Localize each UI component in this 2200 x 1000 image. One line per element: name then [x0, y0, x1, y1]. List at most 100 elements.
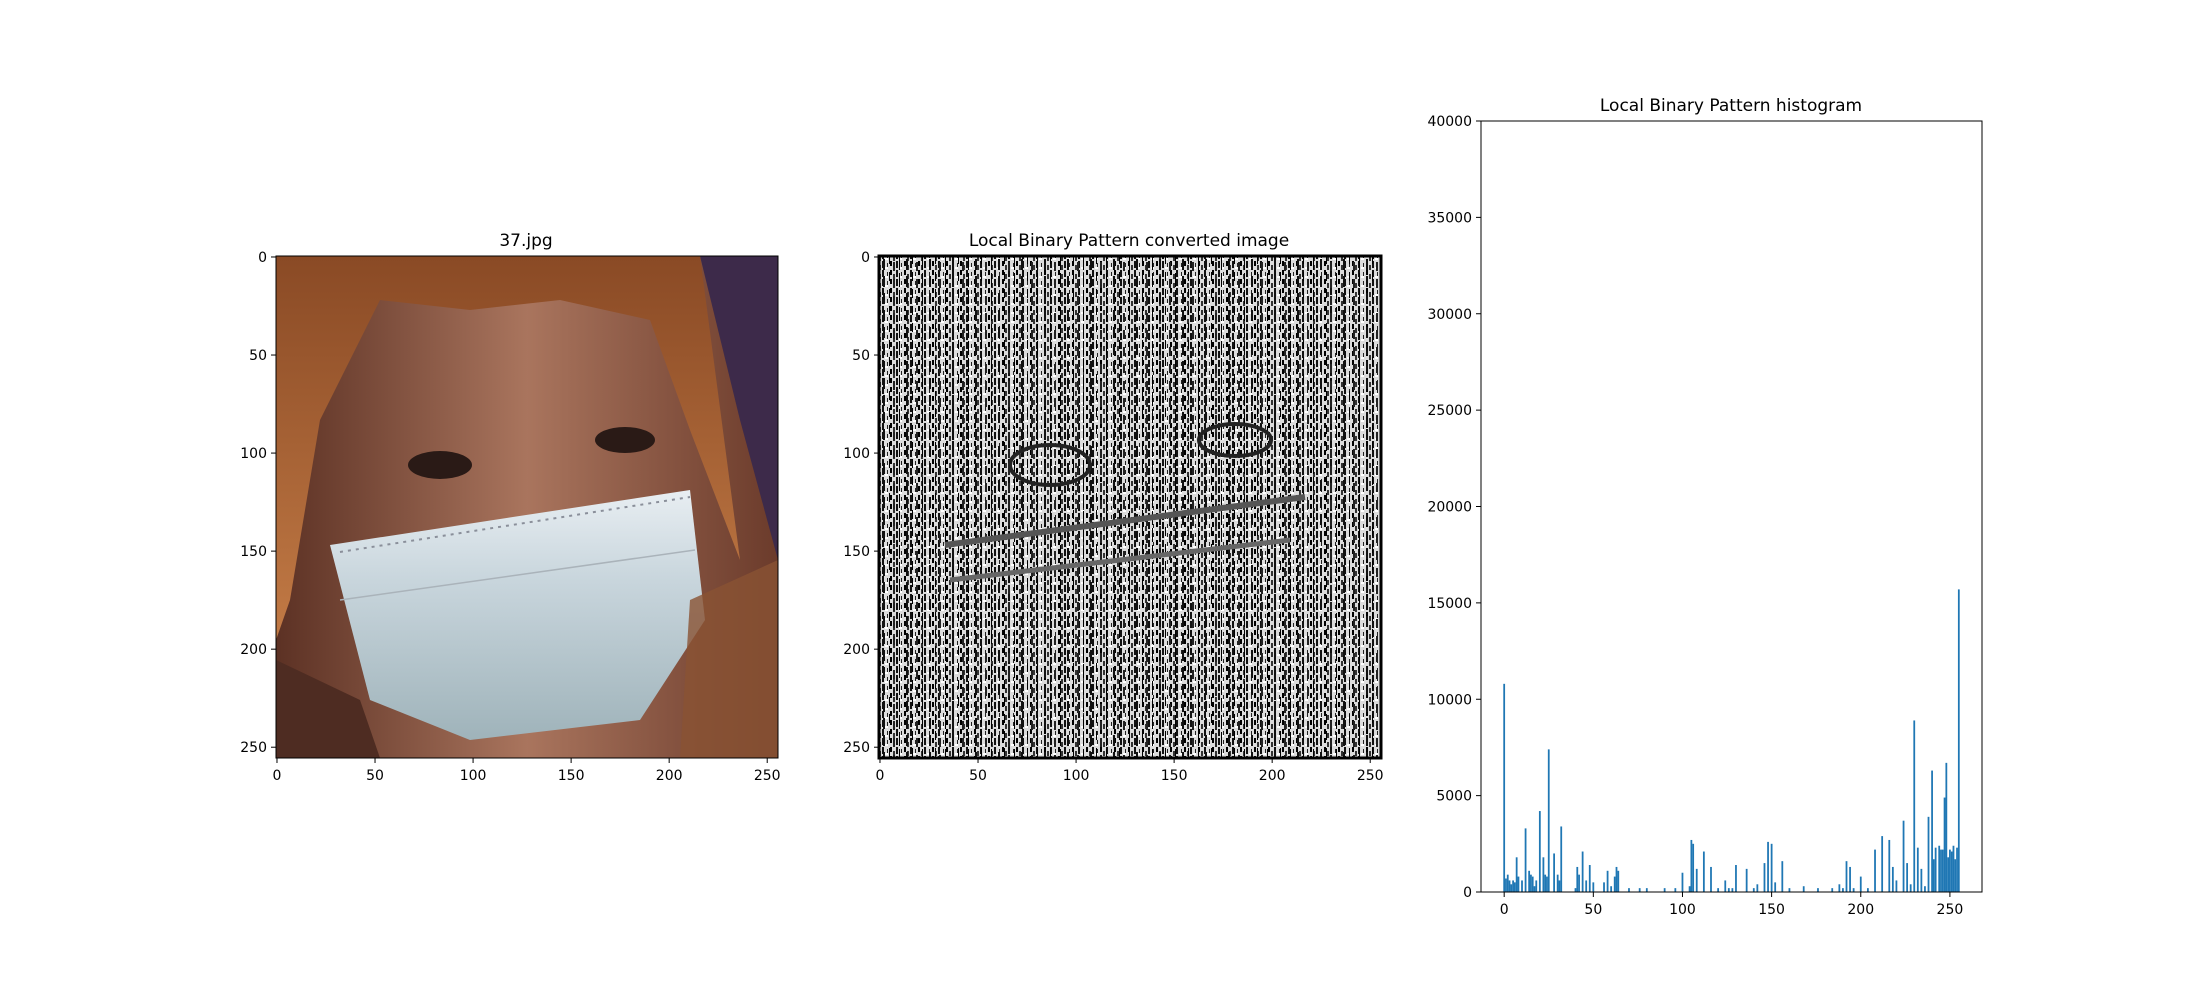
histogram-bar: [1767, 841, 1769, 892]
histogram-bar: [1681, 872, 1684, 892]
panel-photo-title: 37.jpg: [499, 231, 552, 251]
histogram-bar: [1752, 888, 1755, 892]
y-tick-label: 50: [249, 348, 267, 364]
x-tick-label: 0: [1500, 902, 1509, 918]
histogram-bar: [1585, 880, 1588, 892]
x-tick-label: 250: [1357, 768, 1384, 784]
histogram-bar: [1717, 888, 1720, 892]
histogram-bar: [1546, 876, 1548, 892]
histogram-bar: [1702, 851, 1705, 892]
histogram-bar: [1916, 847, 1919, 892]
histogram-bar: [1735, 865, 1737, 892]
histogram-bar: [1950, 851, 1953, 892]
histogram-bar: [1831, 888, 1834, 892]
x-tick-label: 50: [366, 768, 384, 784]
histogram-bar: [1544, 874, 1547, 892]
histogram-bar: [1638, 888, 1641, 892]
x-tick-label: 150: [1161, 768, 1188, 784]
histogram-axes: 0 50 100 150 200 250 0 5000 10000 15000 20000 25000…: [1427, 114, 1963, 918]
panel-histogram: Local Binary Pattern histogram 0 50 100 150…: [1427, 96, 1983, 918]
histogram-bar: [1524, 828, 1527, 892]
histogram-bar: [1802, 886, 1805, 892]
y-tick-label: 30000: [1427, 307, 1472, 323]
histogram-bar: [1535, 880, 1538, 892]
x-tick-label: 150: [1758, 902, 1785, 918]
histogram-bar: [1515, 857, 1518, 892]
y-tick-label: 200: [843, 642, 870, 658]
histogram-bar: [1547, 749, 1550, 892]
x-tick-label: 250: [754, 768, 781, 784]
y-tick-label: 100: [240, 446, 267, 462]
histogram-bar: [1558, 880, 1561, 892]
histogram-bar: [1940, 849, 1942, 892]
histogram-bar: [1957, 589, 1960, 892]
histogram-bar: [1533, 886, 1536, 892]
histogram-bar: [1628, 888, 1630, 892]
histogram-bar: [1512, 880, 1514, 892]
histogram-bar: [1606, 870, 1609, 892]
histogram-bar: [1945, 762, 1948, 892]
histogram-bar: [1695, 868, 1698, 892]
histogram-bar: [1588, 865, 1591, 892]
histogram-bar: [1756, 884, 1759, 892]
histogram-bar: [1688, 886, 1691, 892]
x-tick-label: 100: [460, 768, 487, 784]
y-tick-label: 0: [1463, 885, 1472, 901]
histogram-bar: [1774, 882, 1777, 892]
histogram-bar: [1576, 866, 1579, 892]
histogram-bar: [1888, 839, 1891, 892]
histogram-bar: [1938, 845, 1941, 892]
histogram-bar: [1932, 859, 1935, 892]
histogram-bar: [1859, 876, 1862, 892]
histogram-bar: [1517, 876, 1520, 892]
histogram-bar: [1615, 866, 1618, 892]
histogram-bar: [1556, 874, 1559, 892]
histogram-bar: [1943, 797, 1946, 892]
x-tick-label: 100: [1063, 768, 1090, 784]
histogram-bar: [1867, 888, 1869, 892]
photo-image: [276, 256, 778, 758]
histogram-bar: [1956, 847, 1958, 892]
histogram-bar: [1581, 851, 1584, 892]
histogram-bar: [1920, 868, 1923, 892]
histogram-bar: [1613, 876, 1616, 892]
histogram-bar: [1592, 882, 1595, 892]
histogram-title: Local Binary Pattern histogram: [1600, 96, 1862, 116]
histogram-bar: [1531, 876, 1534, 892]
histogram-bar: [1603, 882, 1605, 892]
y-tick-label: 10000: [1427, 692, 1472, 708]
x-tick-label: 50: [969, 768, 987, 784]
y-tick-label: 5000: [1436, 789, 1472, 805]
histogram-bar: [1727, 888, 1730, 892]
histogram-bar: [1710, 866, 1712, 892]
histogram-bar: [1909, 884, 1912, 892]
histogram-bar: [1949, 849, 1951, 892]
histogram-bar: [1895, 880, 1898, 892]
lbp-axes: 0 50 100 150 200 250 0 50 100 150 200 250: [843, 250, 1383, 784]
histogram-bar: [1902, 820, 1905, 892]
histogram-bar: [1845, 861, 1848, 892]
histogram-bar: [1952, 845, 1955, 892]
histogram-bar: [1663, 888, 1666, 892]
histogram-bar: [1610, 886, 1613, 892]
histogram-bar: [1906, 863, 1909, 892]
histogram-bar: [1817, 888, 1819, 892]
histogram-bar: [1838, 884, 1841, 892]
histogram-bar: [1553, 853, 1555, 892]
histogram-bar: [1538, 811, 1541, 892]
histogram-bar: [1770, 843, 1773, 892]
x-tick-label: 250: [1937, 902, 1964, 918]
histogram-bar: [1578, 874, 1580, 892]
y-tick-label: 15000: [1427, 596, 1472, 612]
histogram-bar: [1891, 866, 1894, 892]
x-tick-label: 150: [558, 768, 585, 784]
lbp-image: [879, 256, 1381, 758]
histogram-bar: [1521, 880, 1523, 892]
histogram-bar: [1947, 857, 1950, 892]
histogram-bar: [1513, 882, 1516, 892]
histogram-bar: [1506, 874, 1509, 892]
x-tick-label: 50: [1584, 902, 1602, 918]
histogram-bar: [1781, 861, 1784, 892]
histogram-bar: [1505, 878, 1507, 892]
